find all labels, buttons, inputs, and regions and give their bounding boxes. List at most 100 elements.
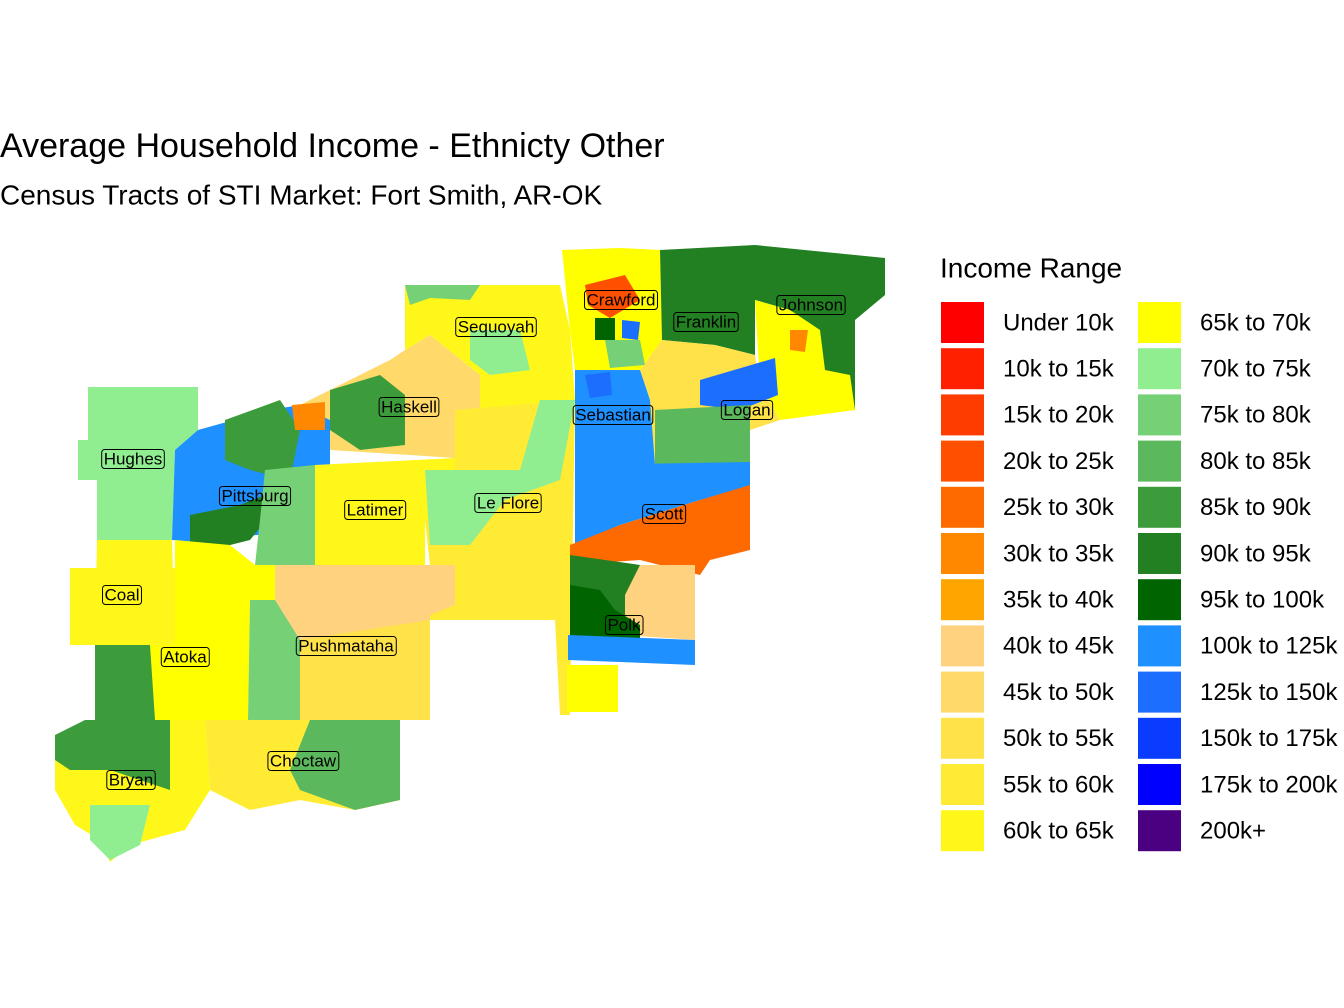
region bbox=[660, 245, 755, 355]
legend-label: 90k to 95k bbox=[1200, 540, 1312, 567]
county-label-box bbox=[604, 614, 644, 635]
region bbox=[567, 665, 618, 712]
legend-swatch bbox=[1138, 486, 1181, 528]
legend-swatch bbox=[941, 810, 984, 852]
county-label: Le Flore bbox=[477, 493, 539, 512]
region bbox=[90, 805, 150, 860]
region bbox=[470, 330, 530, 375]
county-label: Scott bbox=[645, 504, 684, 523]
region bbox=[95, 645, 155, 720]
region bbox=[190, 495, 270, 545]
county-label-box bbox=[642, 503, 687, 524]
county-label: Johnson bbox=[779, 295, 843, 314]
county-label-box bbox=[101, 448, 165, 469]
legend-label: 55k to 60k bbox=[1003, 771, 1115, 798]
region bbox=[255, 465, 315, 565]
region bbox=[315, 458, 455, 565]
legend-swatch bbox=[941, 394, 984, 436]
county-label: Sequoyah bbox=[458, 317, 535, 336]
legend-label: 175k to 200k bbox=[1200, 771, 1338, 798]
legend-label: 40k to 45k bbox=[1003, 633, 1115, 660]
legend-label: 80k to 85k bbox=[1200, 448, 1312, 475]
legend-swatch bbox=[941, 533, 984, 574]
county-label-box bbox=[455, 316, 537, 337]
region bbox=[605, 340, 645, 368]
county-label-box bbox=[584, 289, 658, 310]
region bbox=[570, 585, 640, 640]
region bbox=[150, 540, 275, 720]
county-label: Hughes bbox=[104, 449, 163, 468]
county-label: Sebastian bbox=[575, 405, 651, 424]
county-label: Haskell bbox=[381, 397, 437, 416]
legend-label: 10k to 15k bbox=[1003, 356, 1115, 383]
map bbox=[55, 245, 885, 862]
legend-swatch bbox=[941, 625, 984, 667]
legend-label: 45k to 50k bbox=[1003, 679, 1115, 706]
legend-swatch bbox=[1138, 717, 1181, 759]
legend-label: 70k to 75k bbox=[1200, 356, 1312, 383]
legend-swatch bbox=[941, 440, 984, 482]
county-label-box bbox=[378, 396, 440, 417]
legend-swatch bbox=[1138, 533, 1181, 574]
region bbox=[290, 720, 400, 810]
region bbox=[300, 620, 430, 720]
region bbox=[330, 375, 405, 450]
county-label: Logan bbox=[723, 400, 770, 419]
region bbox=[595, 318, 615, 340]
region bbox=[292, 402, 325, 430]
legend-swatch bbox=[1138, 440, 1181, 482]
region bbox=[622, 320, 640, 340]
legend-swatch bbox=[941, 579, 984, 621]
county-label-box bbox=[267, 750, 340, 771]
legend-swatch bbox=[1138, 764, 1181, 805]
county-label: Polk bbox=[607, 615, 641, 634]
county-label-box bbox=[344, 499, 407, 520]
region bbox=[790, 330, 808, 352]
region bbox=[55, 720, 170, 790]
map-title: Average Household Income - Ethnicty Othe… bbox=[0, 127, 665, 165]
region bbox=[425, 400, 575, 545]
map-subtitle: Census Tracts of STI Market: Fort Smith,… bbox=[0, 179, 602, 210]
county-label-box bbox=[218, 485, 292, 506]
legend-swatch bbox=[941, 764, 984, 805]
county-label-box bbox=[160, 646, 210, 667]
legend-label: 95k to 100k bbox=[1200, 587, 1325, 614]
county-label: Latimer bbox=[347, 500, 404, 519]
legend-swatch bbox=[941, 486, 984, 528]
region bbox=[755, 245, 885, 410]
legend-swatch bbox=[941, 348, 984, 390]
legend-label: 85k to 90k bbox=[1200, 494, 1312, 521]
legend-label: 125k to 150k bbox=[1200, 679, 1338, 706]
county-label-box bbox=[572, 404, 654, 425]
legend-label: 150k to 175k bbox=[1200, 725, 1338, 752]
legend: Income Range Under 10k 10k to 15k 15k to 2… bbox=[940, 252, 1338, 852]
county-labels: Crawford Franklin Johnson Sequoyah Haskell Se… bbox=[101, 289, 846, 790]
legend-swatch bbox=[1138, 302, 1181, 343]
region bbox=[585, 372, 612, 398]
region bbox=[225, 400, 300, 480]
region bbox=[570, 485, 750, 575]
county-label: Atoka bbox=[163, 647, 207, 666]
legend-label: 30k to 35k bbox=[1003, 540, 1115, 567]
legend-label: 200k+ bbox=[1200, 818, 1266, 845]
region bbox=[568, 635, 695, 665]
county-label: Bryan bbox=[109, 770, 153, 789]
region bbox=[405, 285, 480, 305]
legend-swatch bbox=[1138, 394, 1181, 436]
region bbox=[78, 387, 198, 540]
legend-label: 15k to 20k bbox=[1003, 402, 1115, 429]
legend-swatch bbox=[941, 671, 984, 713]
region bbox=[70, 568, 175, 645]
legend-label: 50k to 55k bbox=[1003, 725, 1115, 752]
county-label: Pushmataha bbox=[298, 636, 394, 655]
legend-label: 20k to 25k bbox=[1003, 448, 1115, 475]
legend-swatch bbox=[1138, 579, 1181, 621]
county-label-box bbox=[776, 294, 846, 315]
county-label-box bbox=[295, 635, 397, 656]
region bbox=[585, 275, 640, 318]
region bbox=[575, 462, 750, 545]
region bbox=[655, 405, 750, 465]
region bbox=[575, 370, 655, 490]
legend-swatch bbox=[941, 717, 984, 759]
